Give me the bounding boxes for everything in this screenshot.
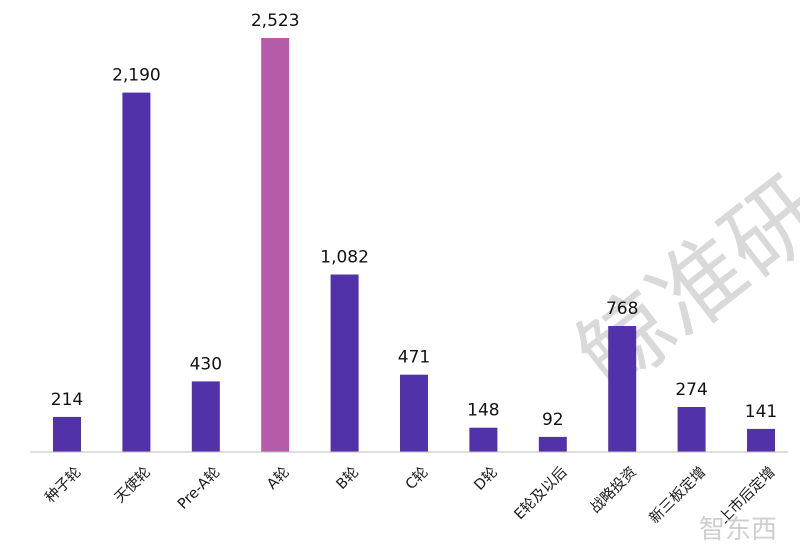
value-label-9: 274 [675,380,707,400]
brand-logo: 智东西 [699,515,777,545]
category-label-4: B轮 [333,464,362,493]
bars-group [53,38,775,452]
value-labels-group: 214 2,190 430 2,523 1,082 471 148 92 768 274 141 [51,11,777,430]
bar-0 [53,416,81,452]
watermark: 鲸准研 [558,158,800,412]
bar-4 [330,274,359,452]
category-label-5: C轮 [402,464,431,493]
value-label-8: 768 [606,299,638,319]
category-label-8: 战略投资 [587,464,640,517]
bar-5 [400,374,428,452]
category-label-3: A轮 [264,464,293,493]
bar-9 [677,407,706,452]
bar-6 [469,427,498,452]
category-label-6: D轮 [471,464,501,494]
value-label-4: 1,082 [320,248,369,268]
bar-3 [261,38,290,452]
bar-1 [122,92,151,452]
value-label-0: 214 [51,390,83,410]
category-label-7: E轮及以后 [511,464,571,524]
value-label-10: 141 [745,402,777,422]
brand-text: 智东西 [699,515,777,545]
value-label-1: 2,190 [112,66,161,86]
bar-2 [191,381,220,452]
category-label-2: Pre-A轮 [174,464,223,513]
value-label-7: 92 [542,410,564,430]
bar-7 [538,436,567,452]
value-label-2: 430 [190,354,222,374]
value-label-6: 148 [467,401,499,421]
category-labels-group: 种子轮 天使轮 Pre-A轮 A轮 B轮 C轮 D轮 E轮及以后 战略投资 新三板定增 上市后定增 [42,463,779,527]
category-label-1: 天使轮 [111,464,154,507]
bar-8 [608,326,637,452]
bar-10 [747,428,775,452]
watermark-text: 鲸准研 [558,158,800,412]
category-label-0: 种子轮 [42,464,85,507]
value-label-3: 2,523 [251,11,300,31]
value-label-5: 471 [398,348,430,368]
